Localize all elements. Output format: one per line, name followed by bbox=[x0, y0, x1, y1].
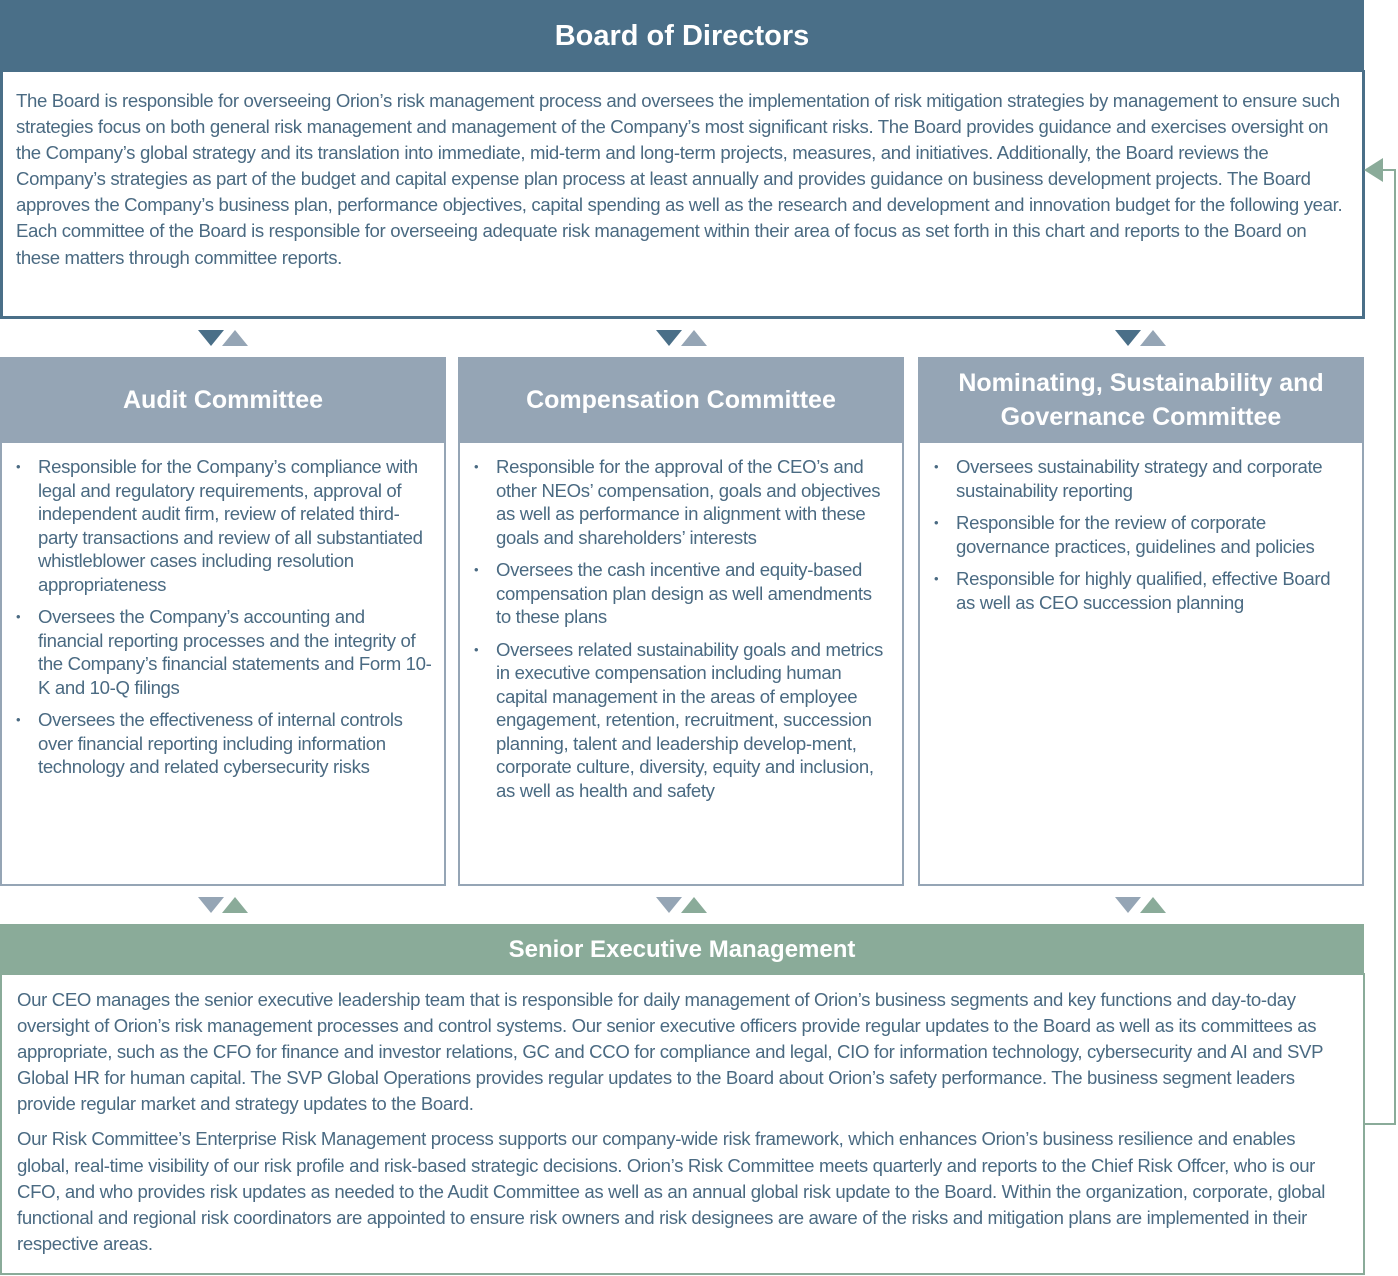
list-item: Responsible for the approval of the CEO’… bbox=[474, 455, 890, 549]
audit-committee-header: Audit Committee bbox=[0, 357, 446, 443]
committee-title: Nominating, Sustainability and Governanc… bbox=[958, 369, 1324, 431]
compensation-committee-body: Responsible for the approval of the CEO’… bbox=[458, 441, 904, 886]
arrow-down-icon bbox=[1115, 330, 1141, 346]
committee-title: Audit Committee bbox=[123, 386, 323, 414]
management-title: Senior Executive Management bbox=[508, 935, 856, 963]
board-header: Board of Directors bbox=[0, 0, 1364, 72]
management-header: Senior Executive Management bbox=[0, 924, 1364, 975]
nominating-committee-body: Oversees sustainability strategy and cor… bbox=[918, 441, 1364, 886]
list-item: Oversees sustainability strategy and cor… bbox=[934, 455, 1350, 502]
arrow-up-icon bbox=[681, 330, 707, 346]
list-item: Responsible for the review of corporate … bbox=[934, 511, 1350, 558]
list-item: Oversees the Company’s accounting and fi… bbox=[16, 605, 432, 699]
arrow-down-icon bbox=[656, 330, 682, 346]
list-item: Oversees the effectiveness of internal c… bbox=[16, 708, 432, 779]
compensation-committee-header: Compensation Committee bbox=[458, 357, 904, 443]
arrow-up-icon bbox=[1140, 897, 1166, 913]
board-description: The Board is responsible for overseeing … bbox=[0, 70, 1365, 319]
list-item: Responsible for the Company’s compliance… bbox=[16, 455, 432, 596]
audit-committee-body: Responsible for the Company’s compliance… bbox=[0, 441, 446, 886]
arrow-down-icon bbox=[1115, 897, 1141, 913]
committee-title: Compensation Committee bbox=[526, 386, 836, 414]
arrow-up-icon bbox=[222, 330, 248, 346]
management-paragraph: Our CEO manages the senior executive lea… bbox=[17, 989, 1323, 1115]
list-item: Oversees the cash incentive and equity-b… bbox=[474, 558, 890, 629]
management-body: Our CEO manages the senior executive lea… bbox=[0, 973, 1365, 1275]
list-item: Oversees related sustainability goals an… bbox=[474, 638, 890, 803]
arrow-up-icon bbox=[681, 897, 707, 913]
arrow-up-icon bbox=[1140, 330, 1166, 346]
list-item: Responsible for highly qualified, effect… bbox=[934, 567, 1350, 614]
management-paragraph: Our Risk Committee’s Enterprise Risk Man… bbox=[17, 1128, 1325, 1254]
arrow-up-icon bbox=[222, 897, 248, 913]
arrow-down-icon bbox=[656, 897, 682, 913]
board-title: Board of Directors bbox=[554, 19, 810, 52]
arrow-down-icon bbox=[198, 330, 224, 346]
nominating-committee-header: Nominating, Sustainability and Governanc… bbox=[918, 357, 1364, 443]
arrow-down-icon bbox=[198, 897, 224, 913]
